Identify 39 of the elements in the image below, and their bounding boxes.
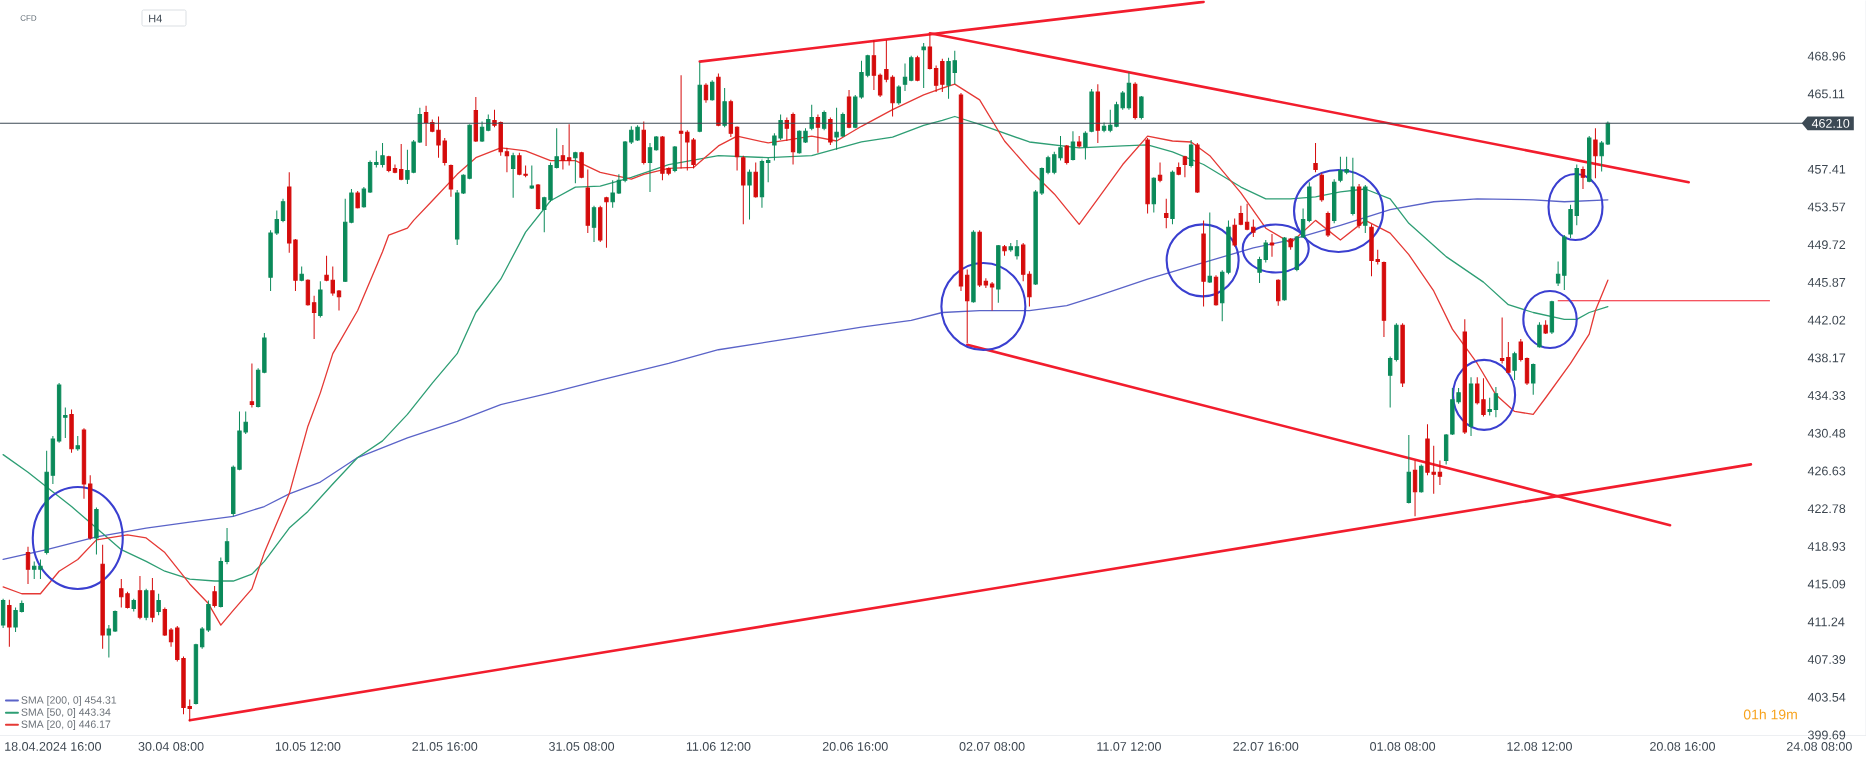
y-tick-label: 399.69 [1807, 730, 1846, 740]
x-tick-label: 18.04.2024 16:00 [5, 742, 102, 751]
y-tick-label: 434.33 [1807, 391, 1846, 400]
x-tick-label: 01.08 08:00 [1370, 742, 1436, 751]
legend-label: SMA [50, 0] 443.34 [21, 708, 111, 718]
y-tick-label: 403.54 [1807, 692, 1846, 702]
x-tick-label: 10.05 12:00 [275, 742, 341, 751]
y-tick-label: 407.39 [1807, 655, 1846, 664]
y-tick-label: 422.78 [1807, 504, 1846, 514]
ref-line-label: 462.10 [1811, 118, 1850, 128]
y-tick-label: 449.72 [1807, 240, 1846, 250]
y-tick-label: 430.48 [1807, 428, 1846, 438]
x-tick-label: 02.07 08:00 [959, 742, 1025, 751]
y-tick-label: 445.87 [1807, 278, 1846, 287]
y-tick-label: 457.41 [1807, 164, 1846, 174]
annotation: H4 [149, 14, 162, 23]
y-tick-label: 415.09 [1807, 579, 1846, 589]
x-tick-label: 20.08 16:00 [1650, 742, 1716, 751]
x-tick-label: 11.06 12:00 [686, 742, 751, 751]
y-tick-label: 465.11 [1807, 89, 1845, 99]
y-tick-label: 426.63 [1807, 466, 1846, 476]
x-tick-label: 31.05 08:00 [549, 742, 615, 751]
annotation: CFD [20, 15, 37, 21]
y-tick-label: 442.02 [1807, 315, 1846, 325]
x-tick-label: 30.04 08:00 [138, 742, 204, 751]
legend-label: SMA [200, 0] 454.31 [21, 696, 117, 706]
y-tick-label: 418.93 [1807, 542, 1846, 551]
y-tick-label: 411.24 [1807, 617, 1845, 627]
y-tick-label: 453.57 [1807, 202, 1846, 212]
x-tick-label: 24.08 08:00 [1786, 742, 1852, 751]
x-tick-label: 21.05 16:00 [412, 742, 478, 751]
x-tick-label: 11.07 12:00 [1097, 742, 1161, 751]
annotation: 01h 19m [1743, 709, 1797, 720]
y-tick-label: 468.96 [1807, 51, 1846, 61]
y-tick-label: 438.17 [1807, 353, 1846, 363]
x-tick-label: 12.08 12:00 [1507, 742, 1572, 751]
legend-label: SMA [20, 0] 446.17 [21, 720, 111, 731]
x-tick-label: 20.06 16:00 [822, 742, 888, 751]
x-tick-label: 22.07 16:00 [1233, 742, 1299, 751]
